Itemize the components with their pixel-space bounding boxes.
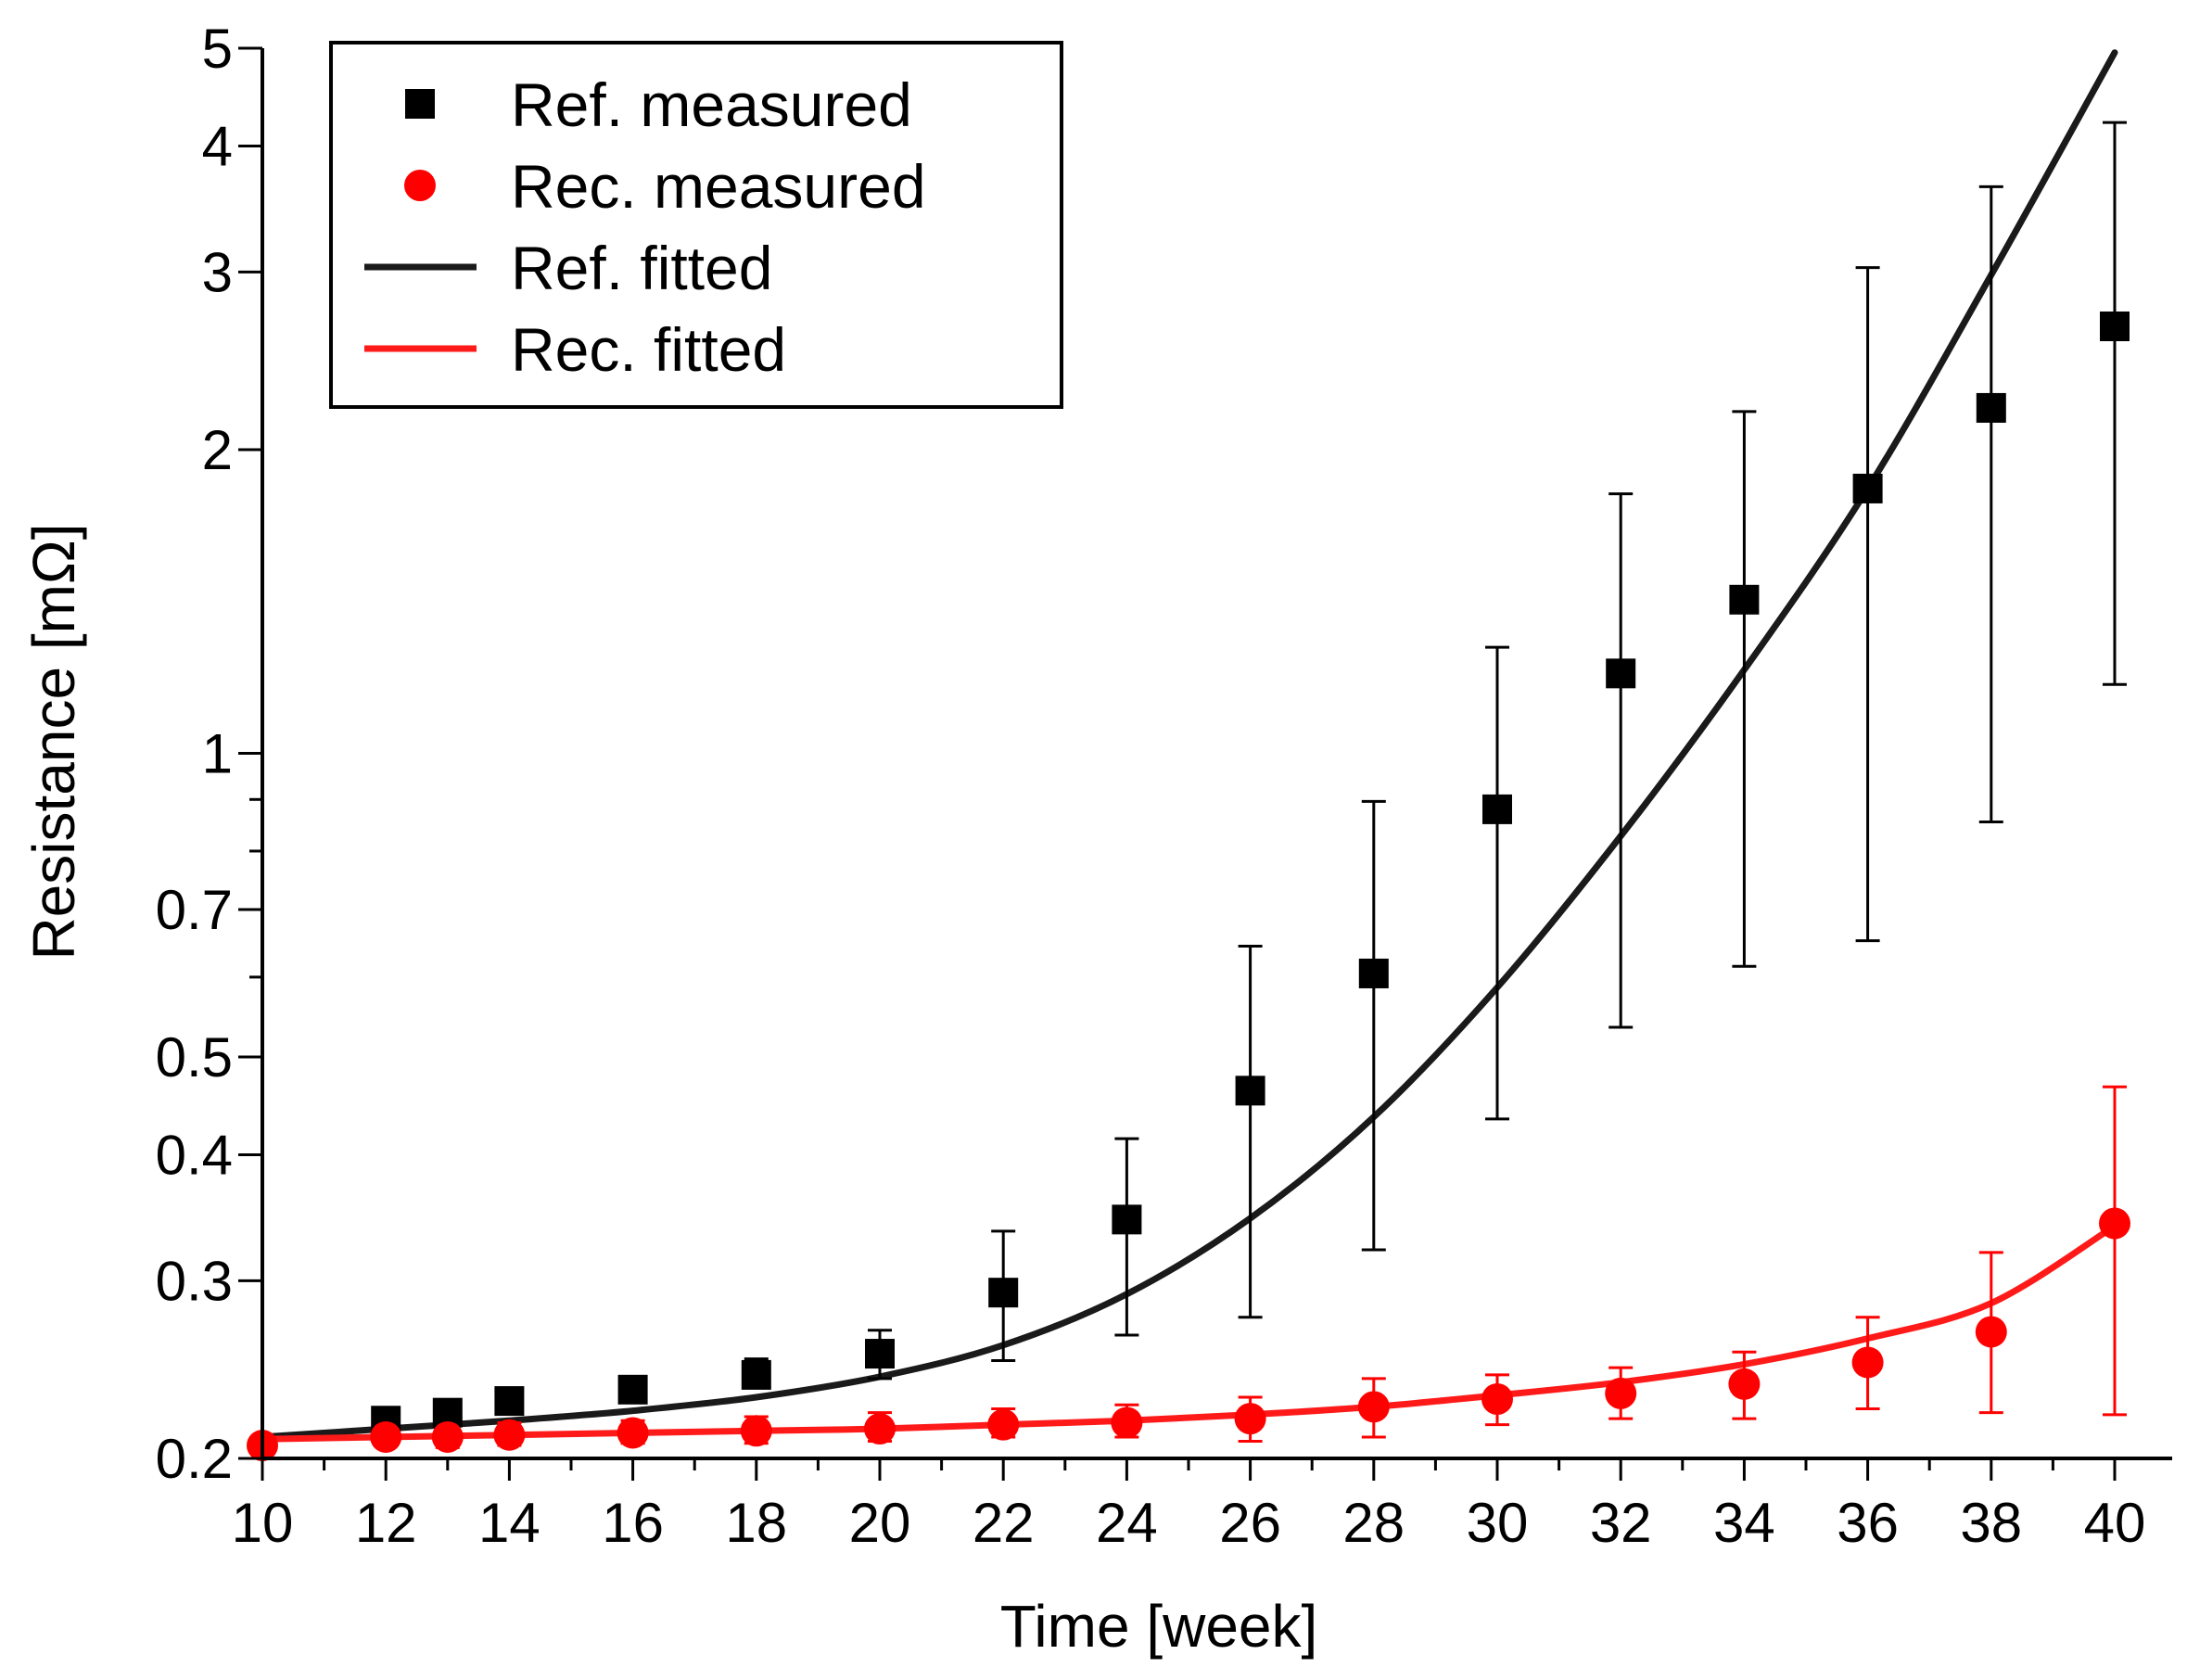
x-tick-label: 10 bbox=[232, 1492, 294, 1554]
rec-measured-point bbox=[370, 1420, 402, 1453]
legend: Ref. measured Rec. measured Ref. fitted Rec… bbox=[329, 41, 1063, 409]
legend-circle-swatch bbox=[404, 170, 436, 201]
x-tick-label: 14 bbox=[478, 1492, 540, 1554]
x-tick-label: 40 bbox=[2084, 1492, 2146, 1554]
y-tick-label: 5 bbox=[202, 18, 233, 80]
rec-measured-point bbox=[1357, 1391, 1390, 1423]
x-tick-label: 12 bbox=[355, 1492, 417, 1554]
rec-measured-point bbox=[2099, 1207, 2130, 1240]
rec-measured-point bbox=[493, 1419, 526, 1451]
rec-measured-point bbox=[617, 1417, 649, 1449]
rec-measured-point bbox=[1234, 1403, 1266, 1435]
ref-measured-point bbox=[741, 1359, 771, 1390]
legend-square-swatch bbox=[405, 89, 435, 119]
x-tick-label: 18 bbox=[725, 1492, 787, 1554]
y-tick-label: 2 bbox=[202, 419, 233, 481]
ref-measured-point bbox=[617, 1374, 648, 1405]
x-tick-label: 38 bbox=[1960, 1492, 2022, 1554]
rec-measured-point bbox=[1605, 1377, 1637, 1409]
axes: 10 12 14 16 18 20 22 24 26 28 30 32 34 36 38 400.20.30.… bbox=[156, 18, 2172, 1554]
rec-measured-point bbox=[987, 1408, 1020, 1441]
rec-measured-point bbox=[864, 1413, 896, 1445]
rec-measured-point bbox=[1111, 1406, 1143, 1439]
ref-measured-point bbox=[1729, 584, 1760, 615]
ref-measured-point bbox=[988, 1278, 1019, 1308]
x-tick-label: 16 bbox=[602, 1492, 664, 1554]
y-tick-label: 3 bbox=[202, 241, 233, 303]
x-tick-label: 20 bbox=[849, 1492, 911, 1554]
y-tick-label: 0.5 bbox=[156, 1026, 233, 1088]
x-tick-label: 22 bbox=[973, 1492, 1035, 1554]
x-tick-label: 26 bbox=[1219, 1492, 1281, 1554]
data-markers bbox=[247, 311, 2130, 1462]
rec-measured-point bbox=[431, 1420, 464, 1453]
x-axis-title: Time [week] bbox=[1000, 1593, 1318, 1660]
rec-measured-point bbox=[1481, 1383, 1513, 1416]
y-tick-label: 0.3 bbox=[156, 1250, 233, 1312]
ref-measured-point bbox=[1482, 794, 1512, 824]
ref-measured-point bbox=[865, 1339, 895, 1369]
y-tick-label: 0.4 bbox=[156, 1124, 233, 1186]
x-tick-label: 24 bbox=[1096, 1492, 1158, 1554]
y-tick-label: 0.2 bbox=[156, 1428, 233, 1490]
rec-fittedline bbox=[259, 1222, 2118, 1443]
ref-measured-point bbox=[1976, 392, 2006, 423]
rec-measured-point bbox=[1851, 1346, 1884, 1379]
rec-measured-point bbox=[740, 1415, 772, 1447]
legend-label: Rec. fitted bbox=[511, 315, 786, 384]
y-tick-label: 1 bbox=[202, 723, 233, 785]
legend-label: Ref. fitted bbox=[511, 234, 772, 302]
legend-label: Ref. measured bbox=[511, 70, 912, 139]
rec-measured-point bbox=[1975, 1316, 2007, 1348]
ref-measured-point bbox=[494, 1386, 525, 1417]
x-tick-label: 34 bbox=[1713, 1492, 1775, 1554]
ref-measured-point bbox=[2100, 311, 2130, 341]
x-tick-label: 28 bbox=[1342, 1492, 1405, 1554]
x-tick-label: 32 bbox=[1590, 1492, 1652, 1554]
x-tick-label: 30 bbox=[1467, 1492, 1529, 1554]
y-tick-label: 0.7 bbox=[156, 879, 233, 941]
y-tick-label: 4 bbox=[202, 115, 233, 177]
ref-measured-point bbox=[1852, 473, 1883, 503]
y-axis-title: Resistance [mΩ] bbox=[20, 523, 87, 960]
ref-measured-point bbox=[1358, 958, 1389, 988]
ref-measured-point bbox=[1112, 1204, 1142, 1235]
rec-measured-point bbox=[1728, 1368, 1761, 1400]
ref-measured-point bbox=[1235, 1075, 1265, 1106]
legend-label: Rec. measured bbox=[511, 152, 926, 221]
x-tick-label: 36 bbox=[1837, 1492, 1899, 1554]
ref-measured-point bbox=[1606, 658, 1636, 689]
